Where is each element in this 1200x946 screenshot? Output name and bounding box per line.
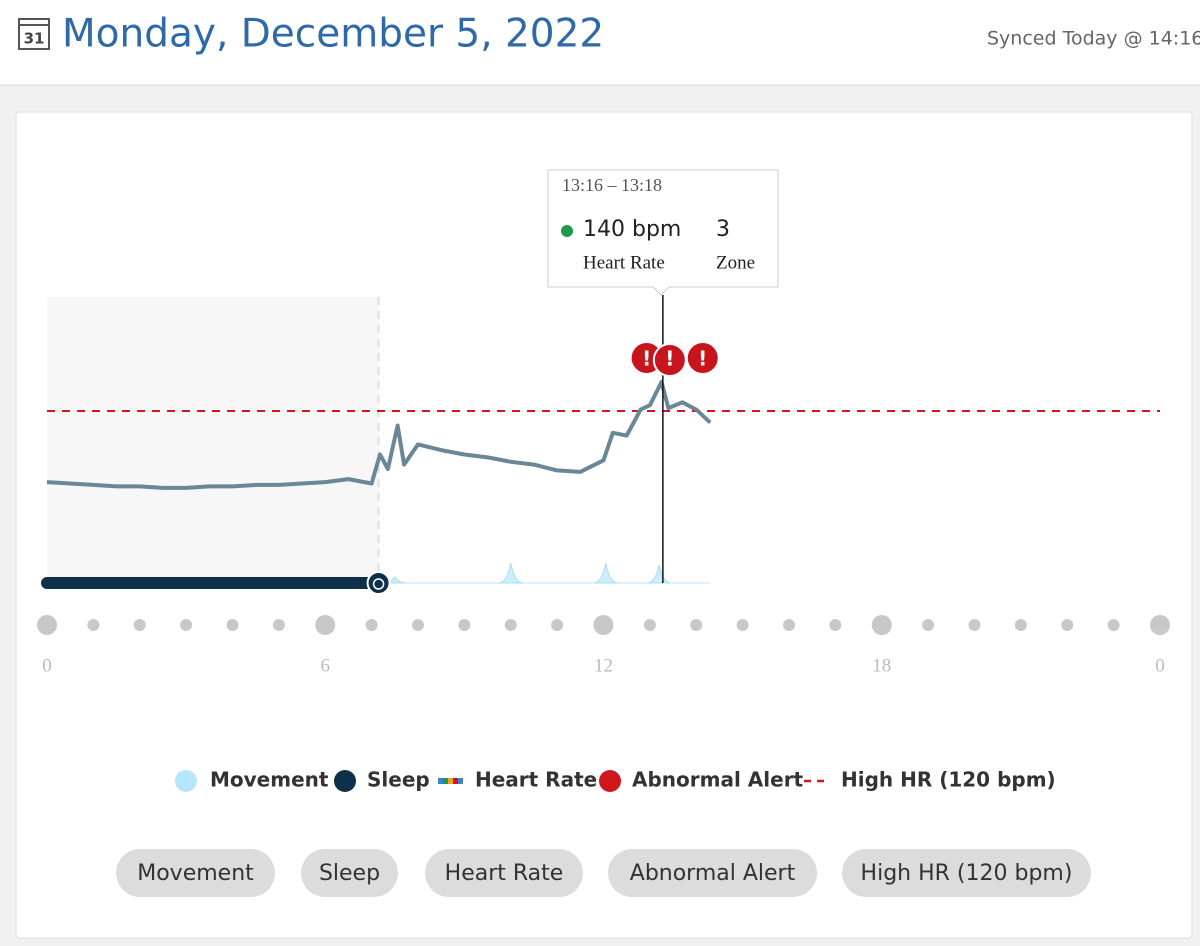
x-tick-label: 0 bbox=[1155, 655, 1165, 676]
tooltip-zone-label: Zone bbox=[716, 252, 755, 273]
alarm-icon bbox=[366, 571, 391, 595]
filter-button-label[interactable]: Heart Rate bbox=[445, 861, 564, 886]
x-tick-label: 12 bbox=[594, 655, 613, 676]
hour-dot bbox=[180, 619, 193, 631]
hour-dot bbox=[133, 619, 146, 631]
heart-rate-line bbox=[46, 380, 712, 490]
tooltip-time: 13:16 – 13:18 bbox=[562, 175, 662, 195]
alert-icon: ! bbox=[698, 347, 707, 371]
header-bg bbox=[0, 0, 1200, 85]
filter-button[interactable] bbox=[608, 849, 817, 897]
filter-button[interactable] bbox=[842, 849, 1091, 897]
hour-dot bbox=[1107, 619, 1120, 631]
legend-swatch bbox=[334, 770, 356, 792]
x-tick-label: 6 bbox=[321, 655, 331, 676]
hour-dot bbox=[365, 619, 378, 631]
movement-peak bbox=[498, 562, 523, 584]
hour-dot bbox=[412, 619, 424, 631]
alert-icon: ! bbox=[665, 347, 674, 371]
tooltip-value: 140 bpm bbox=[583, 217, 681, 242]
movement-peak bbox=[647, 564, 672, 584]
hour-dot bbox=[643, 619, 656, 631]
buttons: Movement Sleep Heart Rate Abnormal Alert Hig… bbox=[116, 849, 1091, 897]
calendar-day: 31 bbox=[24, 30, 45, 48]
alert-marker bbox=[652, 343, 687, 377]
alert-marker bbox=[685, 341, 720, 375]
tooltip-box bbox=[547, 169, 779, 296]
alert-icon: ! bbox=[642, 347, 651, 371]
hour-dot bbox=[504, 619, 517, 631]
hour-dot bbox=[226, 619, 239, 631]
filter-button-label[interactable]: Sleep bbox=[319, 861, 380, 886]
sleep-shade bbox=[47, 297, 379, 583]
legend-swatch bbox=[453, 778, 458, 784]
hour-dot bbox=[1014, 619, 1027, 631]
hour-dot bbox=[922, 619, 935, 631]
legend-swatch bbox=[175, 770, 197, 792]
legend-swatch bbox=[599, 770, 621, 792]
legend-swatch bbox=[458, 778, 463, 784]
legend-swatch bbox=[438, 778, 443, 784]
legend: Movement Sleep Heart Rate Abnormal Alert Hig… bbox=[175, 768, 1056, 792]
calendar-icon: 31 bbox=[18, 18, 50, 50]
filter-button[interactable] bbox=[116, 849, 275, 897]
hour-dot bbox=[315, 615, 336, 635]
plot: !! ! 0 6 12 18 0 bbox=[37, 295, 1170, 676]
x-tick-label: 18 bbox=[872, 655, 891, 676]
tooltip-dot bbox=[561, 225, 573, 237]
hour-dot bbox=[1061, 619, 1074, 631]
filter-button-label[interactable]: Abnormal Alert bbox=[630, 861, 796, 886]
legend-label: High HR (120 bpm) bbox=[841, 768, 1056, 792]
hour-dot bbox=[458, 619, 471, 631]
hour-dot bbox=[1150, 615, 1170, 635]
x-tick-label: 0 bbox=[42, 655, 52, 676]
hour-dot bbox=[829, 619, 842, 631]
filter-button[interactable] bbox=[425, 849, 583, 897]
page-title: Monday, December 5, 2022 bbox=[62, 12, 604, 57]
filter-button-label[interactable]: Movement bbox=[137, 861, 254, 886]
movement-peak bbox=[593, 562, 618, 584]
tooltip-zone: 3 bbox=[716, 217, 730, 242]
legend-swatch bbox=[443, 778, 448, 784]
legend-label: Abnormal Alert bbox=[632, 768, 804, 792]
legend-label: Movement bbox=[210, 768, 329, 792]
hour-dot bbox=[690, 619, 703, 631]
hour-dot bbox=[37, 615, 57, 635]
legend-swatch bbox=[448, 778, 453, 784]
hour-dot bbox=[593, 615, 614, 635]
hour-dot bbox=[272, 619, 285, 631]
tooltip-value-label: Heart Rate bbox=[583, 252, 665, 273]
alarm-face bbox=[372, 578, 385, 590]
hour-dot bbox=[736, 619, 749, 631]
legend-label: Sleep bbox=[367, 768, 430, 792]
hour-dot bbox=[783, 619, 795, 631]
hour-dot bbox=[871, 615, 892, 635]
hour-dot bbox=[551, 619, 564, 631]
sync-status: Synced Today @ 14:16 bbox=[987, 28, 1200, 50]
filter-button[interactable] bbox=[301, 849, 398, 897]
hour-dot bbox=[968, 619, 981, 631]
filter-button-label[interactable]: High HR (120 bpm) bbox=[861, 861, 1073, 886]
tooltip: 13:16 – 13:18 140 bpm 3 Heart Rate Zone bbox=[547, 169, 779, 296]
hour-dot bbox=[87, 619, 100, 631]
legend-label: Heart Rate bbox=[475, 768, 597, 792]
